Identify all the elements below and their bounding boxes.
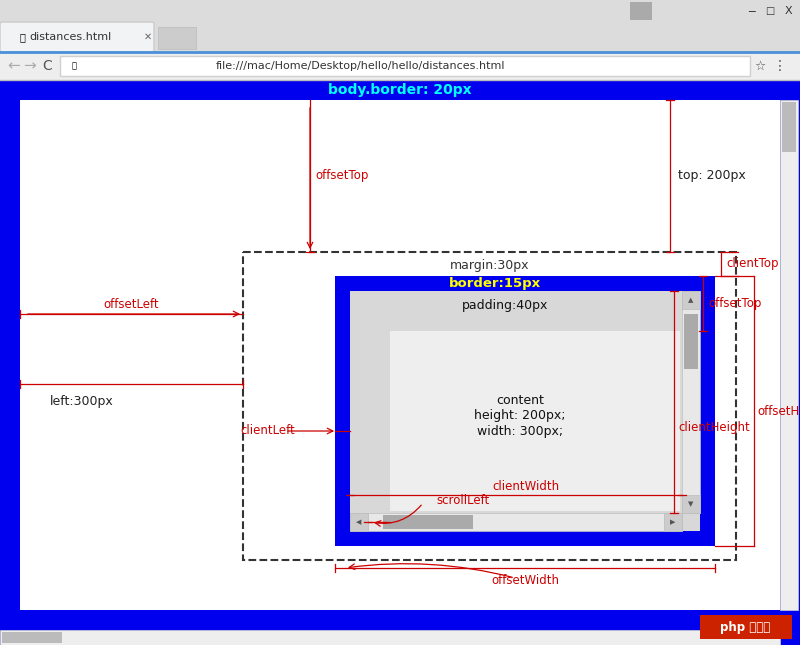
Text: →: → xyxy=(24,59,36,74)
Text: border:15px: border:15px xyxy=(449,277,541,290)
Text: body.border: 20px: body.border: 20px xyxy=(328,83,472,97)
Bar xyxy=(682,495,700,513)
Bar xyxy=(0,630,780,645)
Text: offsetTop: offsetTop xyxy=(708,297,762,310)
Text: file:///mac/Home/Desktop/hello/hello/distances.html: file:///mac/Home/Desktop/hello/hello/dis… xyxy=(215,61,505,71)
Text: offsetWidth: offsetWidth xyxy=(491,573,559,586)
Bar xyxy=(682,291,700,513)
Bar xyxy=(0,52,800,80)
Bar xyxy=(700,615,792,639)
Text: ─: ─ xyxy=(749,6,755,16)
Text: ▲: ▲ xyxy=(688,297,694,303)
Bar xyxy=(335,276,715,546)
Bar xyxy=(682,291,700,309)
Bar xyxy=(158,27,196,49)
Bar xyxy=(782,102,796,152)
Bar xyxy=(350,513,682,531)
Text: offsetHeight: offsetHeight xyxy=(757,404,800,417)
Text: C: C xyxy=(42,59,52,73)
Text: margin:30px: margin:30px xyxy=(450,259,530,272)
Text: □: □ xyxy=(766,6,774,16)
Text: content
height: 200px;
width: 300px;: content height: 200px; width: 300px; xyxy=(474,395,566,437)
Text: ⋮: ⋮ xyxy=(773,59,787,73)
Bar xyxy=(383,515,473,529)
Text: 📄: 📄 xyxy=(20,32,26,42)
Text: ▶: ▶ xyxy=(670,519,676,525)
Text: padding:40px: padding:40px xyxy=(462,299,548,312)
Text: top: 200px: top: 200px xyxy=(678,170,746,183)
Text: ✕: ✕ xyxy=(144,32,152,42)
Text: offsetTop: offsetTop xyxy=(315,170,368,183)
Bar xyxy=(390,331,680,511)
Bar xyxy=(243,252,736,560)
Bar xyxy=(20,100,780,610)
Text: left:300px: left:300px xyxy=(50,395,114,408)
Text: clientLeft: clientLeft xyxy=(240,424,294,437)
Bar xyxy=(350,291,700,531)
Bar xyxy=(0,80,800,645)
Text: offsetLeft: offsetLeft xyxy=(104,299,159,312)
Text: ▼: ▼ xyxy=(688,501,694,507)
FancyBboxPatch shape xyxy=(0,22,154,52)
Bar xyxy=(2,632,62,643)
Bar xyxy=(0,0,800,22)
Bar xyxy=(60,56,750,76)
Text: X: X xyxy=(784,6,792,16)
Bar xyxy=(0,22,800,52)
Text: distances.html: distances.html xyxy=(29,32,111,42)
Text: clientTop: clientTop xyxy=(726,257,778,270)
Text: php 中文网: php 中文网 xyxy=(720,620,770,633)
Text: ☆: ☆ xyxy=(754,59,766,72)
Bar xyxy=(684,314,698,369)
Text: 🔒: 🔒 xyxy=(72,61,77,70)
Bar xyxy=(350,513,368,531)
Bar xyxy=(630,2,652,20)
Text: ◀: ◀ xyxy=(356,519,362,525)
Text: clientHeight: clientHeight xyxy=(678,421,750,433)
Text: scrollLeft: scrollLeft xyxy=(436,495,490,508)
Bar xyxy=(780,100,798,610)
Text: clientWidth: clientWidth xyxy=(493,479,559,493)
Text: ←: ← xyxy=(8,59,20,74)
Bar xyxy=(664,513,682,531)
